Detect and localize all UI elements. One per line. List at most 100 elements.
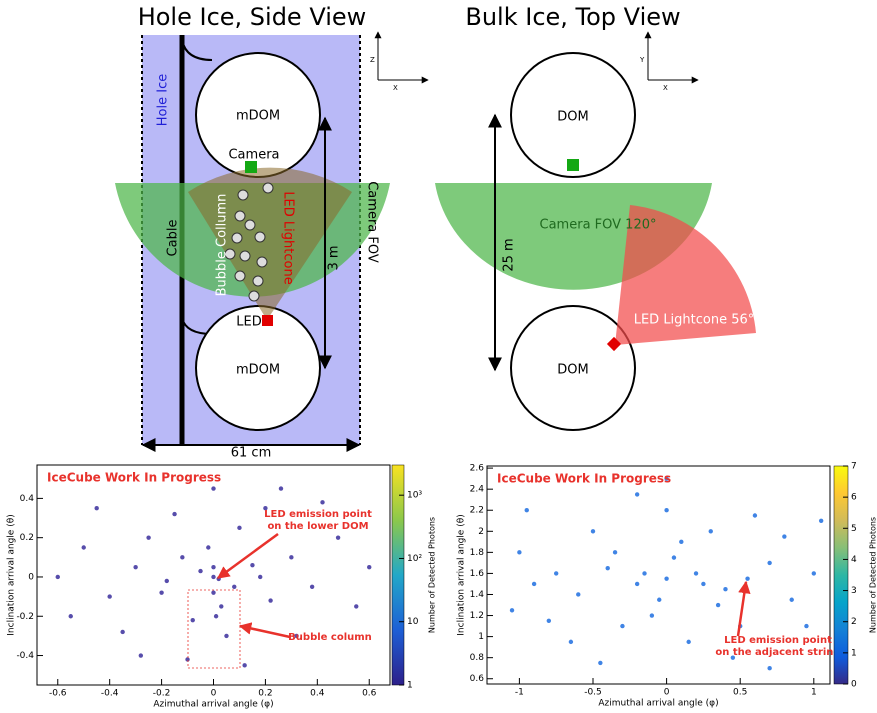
- point: [213, 614, 219, 619]
- point: [686, 639, 691, 645]
- chart: -1 -0.5 0 0.5 1 0.6 0.8 1 1.2 1.4 1.6 1.8 2 2.2 2.4 2.6…: [457, 462, 877, 709]
- point: [81, 545, 86, 550]
- point: [320, 500, 325, 505]
- point: [634, 492, 640, 497]
- point: [219, 604, 224, 609]
- y-tick-label: 1.8: [470, 548, 485, 558]
- annotation: Bubble column: [288, 632, 372, 643]
- title: Bulk Ice, Top View: [465, 3, 680, 31]
- y-tick-label: 2.4: [470, 485, 485, 495]
- y-tick-label: 0.4: [20, 494, 35, 504]
- y-tick-label: 0.6: [470, 674, 485, 684]
- point: [693, 571, 699, 576]
- chart-title: IceCube Work In Progress: [47, 471, 221, 485]
- annotation-arrow: [238, 622, 291, 639]
- point: [531, 581, 537, 587]
- y-axis-label: Inclination arrival angle (θ): [457, 514, 467, 635]
- point: [198, 568, 203, 574]
- x-tick-label: 0.4: [310, 689, 325, 699]
- top-view: Bulk Ice, Top View DOM DOM Camera FOV 12…: [435, 3, 756, 431]
- label: LED: [236, 315, 261, 330]
- point: [818, 518, 824, 523]
- colorbar: [833, 465, 849, 685]
- point: [576, 592, 581, 597]
- led-cone: [615, 205, 756, 345]
- colorbar-tick-label: 2: [851, 617, 857, 627]
- x-tick-label: 0.5: [733, 688, 747, 698]
- point: [172, 511, 177, 517]
- point: [612, 550, 618, 555]
- point: [335, 535, 341, 540]
- point: [159, 590, 164, 595]
- chart: -0.6 -0.4 -0.2 0 0.2 0.4 0.6 -0.4 -0.2 0 0.2 0.4 Azi…: [7, 464, 437, 710]
- point: [232, 584, 237, 589]
- x-axis-label: Azimuthal arrival angle (φ): [598, 699, 718, 709]
- label: LED Lightcone 56°: [634, 313, 755, 328]
- colorbar-label: Number of Detected Photons: [428, 517, 437, 633]
- point: [237, 525, 242, 531]
- point: [268, 598, 273, 603]
- point: [649, 613, 655, 618]
- y-tick-label: 0: [28, 572, 34, 582]
- point: [211, 564, 216, 570]
- point: [367, 564, 372, 570]
- y-tick-label: 2.6: [470, 464, 485, 474]
- point: [138, 653, 144, 658]
- label: Hole Ice: [156, 74, 171, 126]
- point: [634, 581, 640, 587]
- point: [782, 534, 787, 539]
- x-tick-label: 0: [211, 689, 217, 699]
- y-tick-label: 1.2: [470, 611, 484, 621]
- axis-label: X: [393, 84, 398, 92]
- label: 61 cm: [231, 446, 272, 461]
- point: [55, 574, 60, 580]
- y-tick-label: 2: [478, 527, 484, 537]
- point: [590, 529, 596, 534]
- point: [289, 555, 294, 560]
- point: [671, 555, 677, 560]
- point: [180, 555, 185, 560]
- point: [679, 539, 684, 545]
- point: [258, 574, 263, 580]
- point: [164, 578, 169, 584]
- point: [278, 486, 284, 491]
- colorbar-tick-label: 3: [851, 586, 857, 596]
- axis-label: Z: [370, 56, 375, 64]
- label: LED Lightcone: [281, 191, 296, 284]
- y-tick-label: 2.2: [470, 506, 484, 516]
- point: [211, 574, 216, 580]
- label: mDOM: [236, 109, 280, 124]
- annotation-arrow: [736, 580, 751, 637]
- annotation: on the lower DOM: [267, 521, 368, 532]
- point: [94, 506, 99, 511]
- point: [120, 629, 125, 635]
- x-tick-label: -0.6: [49, 689, 67, 699]
- label: DOM: [557, 110, 588, 125]
- colorbar-label: Number of Detected Photons: [869, 517, 877, 633]
- point: [294, 633, 299, 639]
- colorbar-tick-label: 1: [851, 648, 857, 658]
- label: Camera FOV: [365, 181, 380, 263]
- connector: [181, 39, 213, 61]
- annotation: LED emission point: [264, 509, 372, 520]
- label: DOM: [557, 363, 588, 378]
- y-tick-label: 0.8: [470, 653, 485, 663]
- y-tick-label: -0.2: [16, 612, 34, 622]
- point: [620, 623, 625, 629]
- point: [745, 576, 750, 581]
- point: [211, 486, 216, 491]
- label: 25 m: [502, 238, 517, 271]
- point: [190, 617, 195, 623]
- point: [664, 508, 669, 513]
- point: [309, 584, 315, 589]
- colorbar-tick-label: 5: [851, 524, 857, 534]
- led-cone: [188, 167, 352, 320]
- x-tick-label: -0.5: [584, 688, 602, 698]
- point: [715, 602, 721, 608]
- point: [107, 594, 112, 599]
- annotation: on the adjacent string: [715, 647, 840, 658]
- label: Cable: [166, 220, 181, 257]
- point: [509, 608, 515, 613]
- point: [708, 529, 713, 534]
- y-tick-label: 1: [478, 632, 484, 642]
